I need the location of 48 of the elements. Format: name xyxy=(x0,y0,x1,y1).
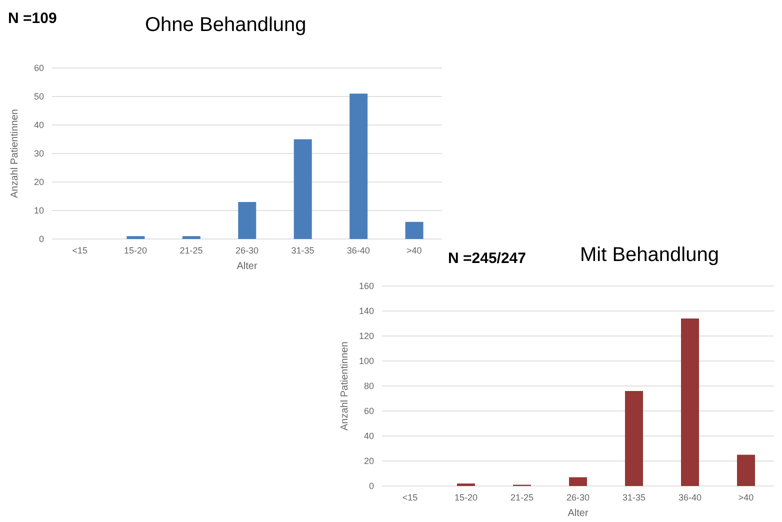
bar xyxy=(737,454,755,486)
x-tick-label: 31-35 xyxy=(622,492,646,502)
bar xyxy=(681,318,699,486)
y-tick-label: 80 xyxy=(364,381,374,392)
y-tick-label: 60 xyxy=(34,63,44,74)
x-axis-title: Alter xyxy=(568,508,589,519)
y-tick-label: 160 xyxy=(358,281,374,292)
x-tick-label: 31-35 xyxy=(291,245,314,256)
y-tick-label: 60 xyxy=(364,406,374,416)
y-axis-title: Anzahl Patientinnen xyxy=(340,342,351,430)
x-tick-label: 36-40 xyxy=(346,245,370,256)
y-axis-title: Anzahl Patientinnen xyxy=(10,109,21,198)
x-axis-title: Alter xyxy=(236,261,258,272)
bar xyxy=(625,391,643,486)
y-tick-label: 0 xyxy=(368,481,374,492)
chart-title: Mit Behandlung xyxy=(580,244,719,267)
y-tick-label: 120 xyxy=(358,331,374,342)
x-tick-label: 26-30 xyxy=(235,245,259,256)
y-tick-label: 140 xyxy=(358,306,374,316)
y-tick-label: 30 xyxy=(34,148,44,159)
x-tick-label: <15 xyxy=(72,245,88,256)
y-tick-label: 100 xyxy=(358,356,374,366)
x-tick-label: 26-30 xyxy=(566,492,590,502)
y-tick-label: 40 xyxy=(34,120,44,130)
x-tick-label: 36-40 xyxy=(678,492,702,502)
y-tick-label: 20 xyxy=(34,177,44,188)
x-tick-label: >40 xyxy=(406,245,422,256)
bar xyxy=(569,477,587,486)
y-tick-label: 0 xyxy=(38,234,44,244)
bar xyxy=(405,222,424,239)
x-tick-label: 21-25 xyxy=(180,245,203,256)
x-tick-label: 21-25 xyxy=(510,492,534,502)
bar xyxy=(126,236,145,239)
y-tick-label: 40 xyxy=(364,431,374,442)
x-tick-label: <15 xyxy=(402,492,418,502)
y-tick-label: 20 xyxy=(364,456,374,466)
y-tick-label: 50 xyxy=(34,92,44,102)
bar xyxy=(238,202,256,239)
chart-title: Ohne Behandlung xyxy=(145,14,306,37)
chart-subtitle: N =109 xyxy=(8,10,57,27)
y-tick-label: 10 xyxy=(34,206,44,216)
chart-subtitle: N =245/247 xyxy=(448,250,526,267)
x-tick-label: 15-20 xyxy=(124,245,148,256)
bar xyxy=(350,94,368,239)
bar xyxy=(182,236,200,239)
x-tick-label: 15-20 xyxy=(454,492,478,502)
x-tick-label: >40 xyxy=(738,492,754,502)
bar xyxy=(294,139,312,239)
